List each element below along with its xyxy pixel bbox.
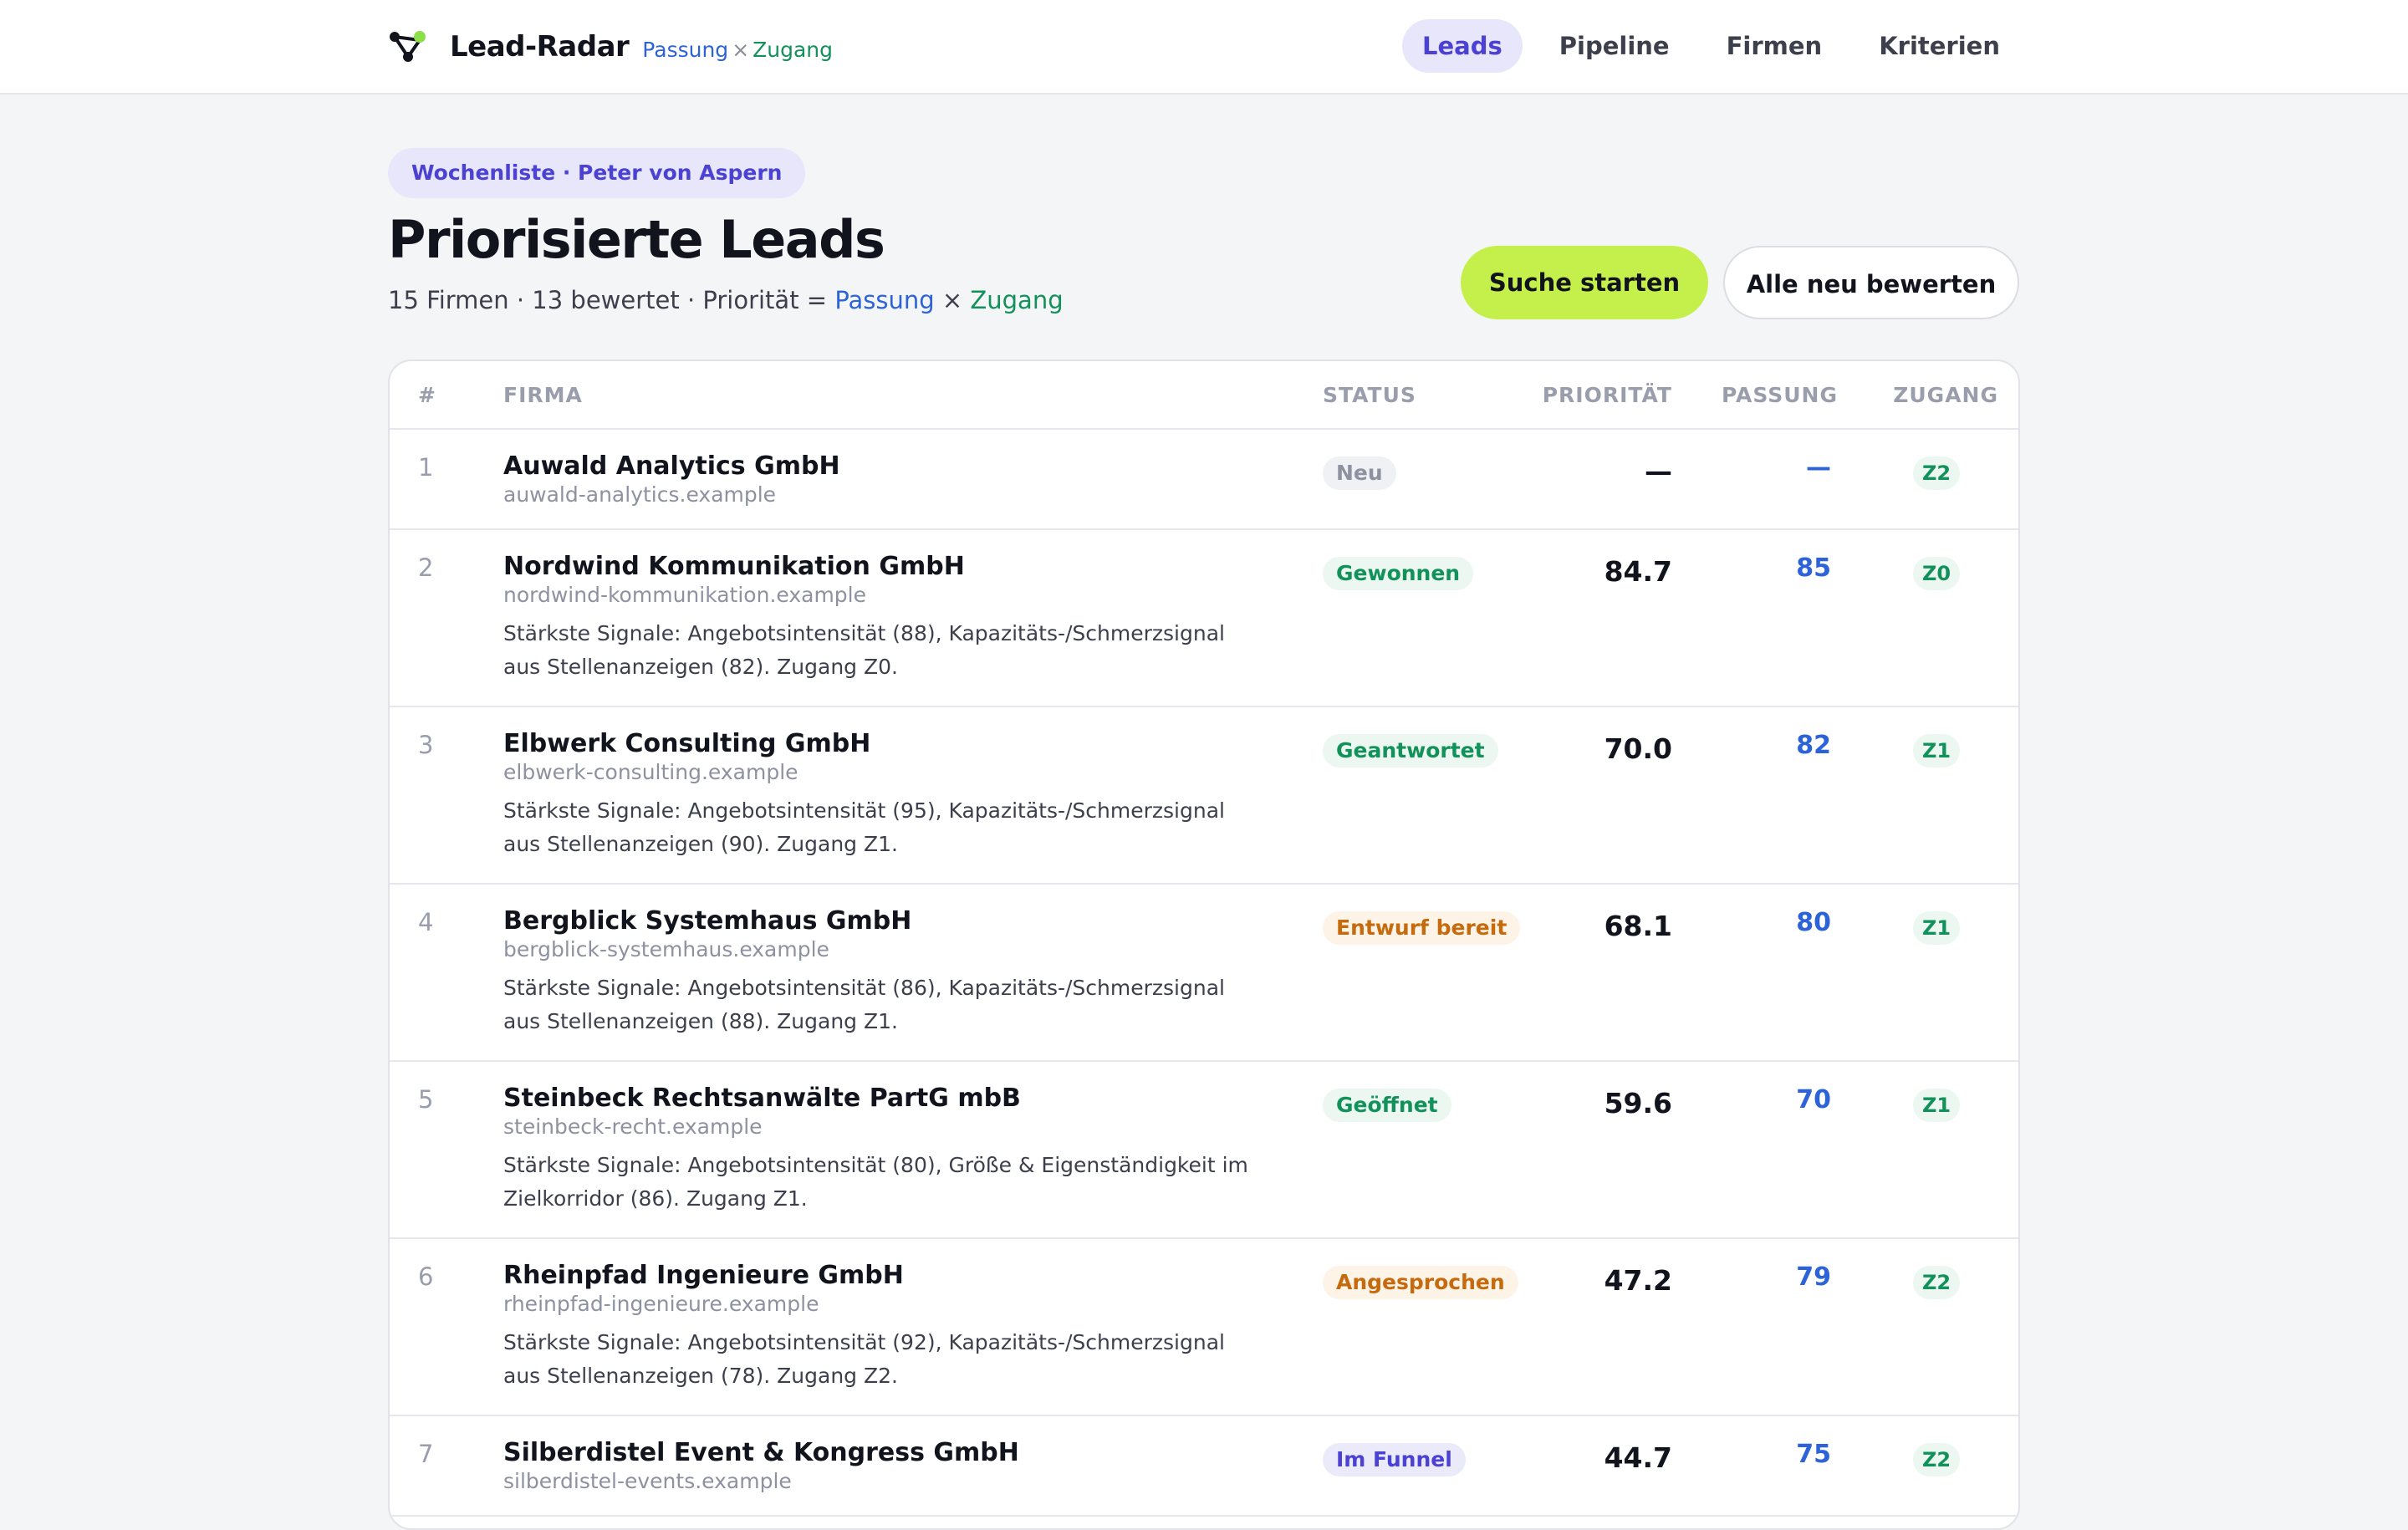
priority-value: 84.7 <box>1604 555 1672 588</box>
column-header-number[interactable]: # <box>418 383 436 407</box>
access-badge: Z2 <box>1913 456 1960 490</box>
firm-domain[interactable]: silberdistel-events.example <box>503 1469 792 1493</box>
firm-domain[interactable]: elbwerk-consulting.example <box>503 760 798 784</box>
access-badge: Z2 <box>1913 1266 1960 1299</box>
rescore-all-button[interactable]: Alle neu bewerten <box>1723 246 2019 319</box>
row-number: 6 <box>418 1262 434 1291</box>
fit-value: 75 <box>1796 1440 1831 1469</box>
priority-value: — <box>1645 455 1672 487</box>
table-row[interactable]: 1 Auwald Analytics GmbH auwald-analytics.e… <box>390 430 2018 530</box>
firm-cell: Silberdistel Event & Kongress GmbH silber… <box>503 1438 1256 1495</box>
priority-value: 44.7 <box>1604 1441 1672 1474</box>
brand[interactable]: Lead-Radar Passung × Zugang <box>388 23 833 70</box>
start-search-button[interactable]: Suche starten <box>1461 246 1708 319</box>
firm-signals: Stärkste Signale: Angebotsintensität (80… <box>503 1153 1248 1211</box>
firm-name[interactable]: Rheinpfad Ingenieure GmbH <box>503 1261 904 1290</box>
row-number: 5 <box>418 1085 434 1114</box>
column-header-status[interactable]: STATUS <box>1323 383 1416 407</box>
table-header: # FIRMA STATUS PRIORITÄT PASSUNG ZUGANG <box>390 361 2018 430</box>
fit-value: 70 <box>1796 1085 1831 1114</box>
fit-value: 80 <box>1796 908 1831 937</box>
subtitle-access: Zugang <box>970 286 1064 314</box>
subtitle-fit: Passung <box>834 286 935 314</box>
table-row[interactable]: 2 Nordwind Kommunikation GmbH nordwind-kom… <box>390 530 2018 707</box>
access-badge: Z1 <box>1913 1089 1960 1122</box>
firm-name[interactable]: Silberdistel Event & Kongress GmbH <box>503 1438 1019 1467</box>
priority-value: 59.6 <box>1604 1087 1672 1119</box>
priority-value: 70.0 <box>1604 732 1672 765</box>
access-badge: Z0 <box>1913 557 1960 590</box>
status-badge[interactable]: Geöffnet <box>1323 1089 1451 1122</box>
firm-cell: Auwald Analytics GmbH auwald-analytics.ex… <box>503 451 1256 508</box>
subtitle-times: × <box>934 286 971 314</box>
brand-tag-times: × <box>732 37 750 62</box>
nav-item-kriterien[interactable]: Kriterien <box>1879 32 2000 60</box>
fit-value: 79 <box>1796 1262 1831 1292</box>
row-number: 3 <box>418 731 434 759</box>
table-row[interactable]: 7 Silberdistel Event & Kongress GmbH silbe… <box>390 1416 2018 1517</box>
weekly-list-badge: Wochenliste · Peter von Aspern <box>388 148 806 198</box>
status-badge[interactable]: Im Funnel <box>1323 1443 1466 1476</box>
access-badge: Z2 <box>1913 1443 1960 1476</box>
firm-name[interactable]: Elbwerk Consulting GmbH <box>503 729 871 758</box>
brand-tag-fit: Passung <box>642 37 729 62</box>
fit-value: 85 <box>1796 553 1831 583</box>
brand-name: Lead-Radar <box>450 30 630 64</box>
nav-item-pipeline[interactable]: Pipeline <box>1559 32 1670 60</box>
status-badge[interactable]: Neu <box>1323 456 1396 490</box>
nav-item-leads[interactable]: Leads <box>1402 19 1523 73</box>
main-nav: Leads Pipeline Firmen Kriterien <box>1402 19 2020 73</box>
firm-cell: Nordwind Kommunikation GmbH nordwind-komm… <box>503 552 1256 684</box>
status-badge[interactable]: Angesprochen <box>1323 1266 1518 1299</box>
top-bar: Lead-Radar Passung × Zugang Leads Pipeline… <box>0 0 2408 94</box>
brand-tag-access: Zugang <box>752 37 834 62</box>
column-header-priority[interactable]: PRIORITÄT <box>1542 383 1672 407</box>
leads-table: # FIRMA STATUS PRIORITÄT PASSUNG ZUGANG … <box>388 360 2020 1530</box>
priority-value: 68.1 <box>1604 910 1672 942</box>
firm-domain[interactable]: nordwind-kommunikation.example <box>503 583 866 607</box>
table-row[interactable]: 4 Bergblick Systemhaus GmbH bergblick-syst… <box>390 885 2018 1062</box>
column-header-access[interactable]: ZUGANG <box>1893 383 1998 407</box>
firm-cell: Elbwerk Consulting GmbH elbwerk-consultin… <box>503 729 1256 861</box>
row-number: 2 <box>418 553 434 582</box>
firm-cell: Bergblick Systemhaus GmbH bergblick-syste… <box>503 906 1256 1038</box>
page-title: Priorisierte Leads <box>388 209 885 270</box>
table-row[interactable]: 5 Steinbeck Rechtsanwälte PartG mbB steinb… <box>390 1062 2018 1239</box>
table-row[interactable]: 6 Rheinpfad Ingenieure GmbH rheinpfad-inge… <box>390 1239 2018 1416</box>
access-badge: Z1 <box>1913 734 1960 768</box>
firm-domain[interactable]: bergblick-systemhaus.example <box>503 937 829 961</box>
brand-tagline: Passung × Zugang <box>642 38 833 62</box>
firm-signals: Stärkste Signale: Angebotsintensität (92… <box>503 1330 1225 1388</box>
status-badge[interactable]: Geantwortet <box>1323 734 1498 768</box>
firm-name[interactable]: Steinbeck Rechtsanwälte PartG mbB <box>503 1084 1021 1113</box>
access-badge: Z1 <box>1913 911 1960 945</box>
firm-name[interactable]: Auwald Analytics GmbH <box>503 451 840 481</box>
status-badge[interactable]: Entwurf bereit <box>1323 911 1521 945</box>
status-badge[interactable]: Gewonnen <box>1323 557 1474 590</box>
row-number: 4 <box>418 908 434 936</box>
firm-signals: Stärkste Signale: Angebotsintensität (88… <box>503 621 1225 679</box>
column-header-firm[interactable]: FIRMA <box>503 383 583 407</box>
firm-domain[interactable]: rheinpfad-ingenieure.example <box>503 1292 819 1316</box>
nav-item-firmen[interactable]: Firmen <box>1726 32 1823 60</box>
firm-name[interactable]: Bergblick Systemhaus GmbH <box>503 906 912 936</box>
firm-domain[interactable]: auwald-analytics.example <box>503 482 777 507</box>
firm-signals: Stärkste Signale: Angebotsintensität (95… <box>503 798 1225 856</box>
subtitle-counts: 15 Firmen · 13 bewertet · Priorität = <box>388 286 835 314</box>
network-nodes-icon <box>390 31 426 62</box>
table-row[interactable]: 3 Elbwerk Consulting GmbH elbwerk-consulti… <box>390 707 2018 885</box>
page-subtitle: 15 Firmen · 13 bewertet · Priorität = Pa… <box>388 286 1064 314</box>
column-header-fit[interactable]: PASSUNG <box>1721 383 1838 407</box>
firm-domain[interactable]: steinbeck-recht.example <box>503 1114 763 1139</box>
priority-value: 47.2 <box>1604 1264 1672 1297</box>
firm-cell: Steinbeck Rechtsanwälte PartG mbB steinbe… <box>503 1084 1256 1216</box>
firm-signals: Stärkste Signale: Angebotsintensität (86… <box>503 976 1225 1033</box>
firm-name[interactable]: Nordwind Kommunikation GmbH <box>503 552 965 581</box>
row-number: 7 <box>418 1440 434 1468</box>
fit-value: — <box>1806 453 1831 482</box>
fit-value: 82 <box>1796 731 1831 760</box>
firm-cell: Rheinpfad Ingenieure GmbH rheinpfad-ingen… <box>503 1261 1256 1393</box>
row-number: 1 <box>418 453 434 482</box>
